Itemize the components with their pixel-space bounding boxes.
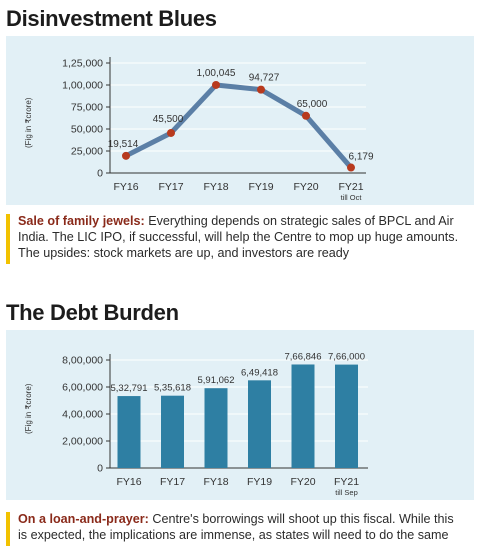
data-label: 5,91,062 xyxy=(198,375,235,386)
y-tick-label: 4,00,000 xyxy=(62,409,103,421)
data-label: 1,00,045 xyxy=(197,68,236,79)
x-tick-label: FY21 xyxy=(338,181,363,193)
bar xyxy=(248,380,271,468)
y-tick-label: 25,000 xyxy=(71,146,103,158)
debt-note: On a loan-and-prayer: Centre's borrowing… xyxy=(6,511,466,546)
disinvestment-y-axis-title: (Fig in ₹crore) xyxy=(24,97,33,148)
x-tick-label: FY17 xyxy=(160,476,185,488)
data-point xyxy=(167,128,175,137)
series-line xyxy=(124,82,353,170)
x-tick-sublabel: till Sep xyxy=(335,488,358,497)
data-label: 6,49,418 xyxy=(241,367,278,378)
note-accent-bar xyxy=(6,512,10,546)
data-label: 65,000 xyxy=(297,99,328,110)
x-tick-label: FY18 xyxy=(203,476,228,488)
y-tick-label: 0 xyxy=(97,463,103,475)
note-lead: On a loan-and-prayer: xyxy=(18,512,149,526)
data-point xyxy=(347,163,355,172)
bar xyxy=(335,364,358,468)
bar xyxy=(204,388,228,468)
x-tick-label: FY18 xyxy=(203,181,228,193)
x-tick-label: FY16 xyxy=(116,476,141,488)
debt-bar-chart: 0 2,00,000 4,00,000 6,00,000 8,00,000 5,32,79… xyxy=(62,351,368,497)
y-tick-label: 2,00,000 xyxy=(62,436,103,448)
x-tick-label: FY19 xyxy=(247,476,272,488)
debt-y-axis-title: (Fig in ₹crore) xyxy=(24,383,33,434)
data-label: 45,500 xyxy=(153,114,184,125)
disinvestment-chart-panel: (Fig in ₹crore) 0 25,000 50,000 75,000 1,00,… xyxy=(6,36,474,205)
data-point xyxy=(302,111,310,120)
bar xyxy=(161,395,184,468)
data-point xyxy=(212,80,220,89)
y-tick-label: 1,00,000 xyxy=(62,80,103,92)
note-text: Everything depends on strategic sales of… xyxy=(18,214,459,260)
data-label: 94,727 xyxy=(249,73,280,84)
x-tick-label: FY21 xyxy=(334,476,359,488)
data-point xyxy=(122,151,130,160)
y-tick-label: 1,25,000 xyxy=(62,58,103,70)
disinvestment-line-chart: 0 25,000 50,000 75,000 1,00,000 1,25,000 19,51… xyxy=(62,57,374,202)
x-tick-label: FY19 xyxy=(248,181,273,193)
data-label: 6,179 xyxy=(348,152,373,163)
y-tick-label: 0 xyxy=(97,168,103,180)
data-label: 5,32,791 xyxy=(111,383,148,394)
bar xyxy=(291,364,315,468)
data-point xyxy=(257,85,265,94)
y-tick-label: 75,000 xyxy=(71,102,103,114)
data-label: 7,66,000 xyxy=(328,352,365,363)
x-tick-label: FY20 xyxy=(293,181,318,193)
y-tick-label: 50,000 xyxy=(71,124,103,136)
debt-title: The Debt Burden xyxy=(6,300,179,325)
y-tick-label: 6,00,000 xyxy=(62,382,103,394)
data-label: 19,514 xyxy=(108,139,139,150)
x-tick-label: FY17 xyxy=(158,181,183,193)
x-tick-label: FY16 xyxy=(113,181,138,193)
y-tick-label: 8,00,000 xyxy=(62,355,103,367)
note-text: Centre's borrowings will shoot up this f… xyxy=(18,512,454,542)
note-lead: Sale of family jewels: xyxy=(18,214,145,228)
x-tick-label: FY20 xyxy=(290,476,315,488)
x-tick-sublabel: till Oct xyxy=(341,193,363,202)
disinvestment-title: Disinvestment Blues xyxy=(6,6,217,31)
data-label: 7,66,846 xyxy=(285,351,322,362)
bar xyxy=(117,396,141,468)
debt-chart-panel: (Fig in ₹crore) 0 2,00,000 4,00,000 6,00,00… xyxy=(6,330,474,500)
note-accent-bar xyxy=(6,214,10,264)
disinvestment-note: Sale of family jewels: Everything depend… xyxy=(6,213,466,264)
data-label: 5,35,618 xyxy=(154,383,191,394)
